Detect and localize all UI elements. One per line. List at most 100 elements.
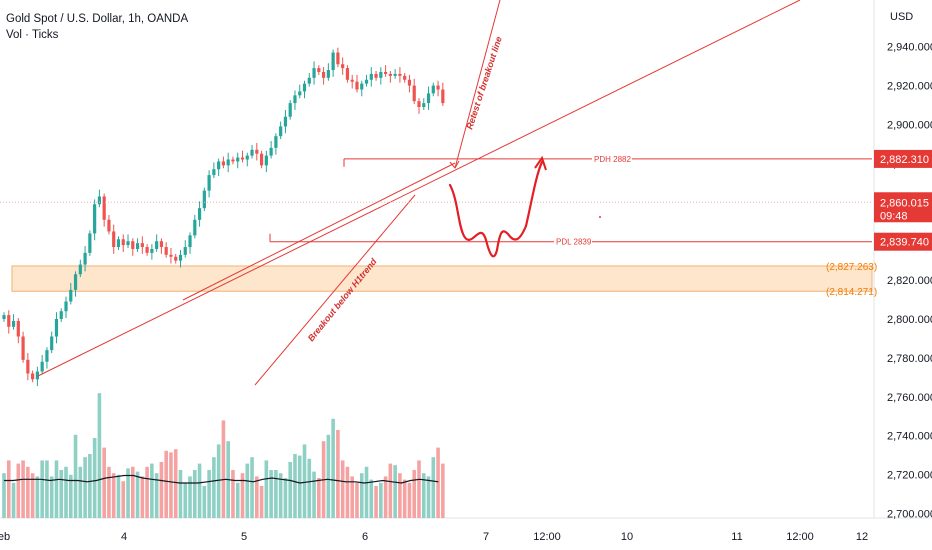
volume-bar <box>369 479 374 518</box>
volume-bar <box>412 470 417 518</box>
candle-body <box>178 254 183 261</box>
volume-bar <box>183 482 188 518</box>
candle-body <box>269 147 273 156</box>
volume-bar <box>436 447 440 518</box>
volume-bar <box>212 457 216 518</box>
volume-bar <box>150 463 154 518</box>
candle-body <box>379 71 383 78</box>
volume-bar <box>207 470 211 518</box>
candle-body <box>116 239 121 248</box>
volume-bar <box>326 434 331 518</box>
candle-body <box>69 289 73 302</box>
projected-path <box>448 160 544 258</box>
candle-body <box>240 157 245 160</box>
volume-bar <box>59 470 64 518</box>
candle-body <box>35 371 39 380</box>
candle-body <box>93 204 97 234</box>
volume-bar <box>73 434 78 518</box>
dot-marker <box>599 216 601 218</box>
candle-body <box>150 248 154 253</box>
volume-bar <box>2 473 6 518</box>
countdown-text: 09:48 <box>880 210 908 222</box>
level-label-bg <box>592 153 632 164</box>
x-tick-label: eb <box>0 531 10 543</box>
volume-bar <box>259 486 264 518</box>
volume-bar <box>307 458 312 518</box>
retest-annotation: Retest of breakout line <box>464 35 503 130</box>
volume-bar <box>97 393 102 518</box>
candle-body <box>312 68 316 78</box>
candle-body <box>188 235 192 248</box>
candle-body <box>59 311 63 319</box>
volume-bar <box>197 463 202 518</box>
candle-body <box>112 231 116 248</box>
volume-bar <box>126 468 130 518</box>
candle-body <box>326 70 330 78</box>
volume-bar <box>235 482 240 518</box>
volume-bar <box>107 466 111 518</box>
level-label: PDL 2839 <box>556 238 592 247</box>
candle-body <box>236 157 240 162</box>
candle-body <box>174 256 178 261</box>
candle-body <box>341 64 345 69</box>
uptrend-line <box>37 0 801 377</box>
volume-bar <box>364 466 369 518</box>
candle-body <box>207 175 211 191</box>
level-label: PDH 2882 <box>594 155 631 164</box>
candle-body <box>245 155 249 160</box>
volume-bar <box>359 473 364 518</box>
volume-bar <box>274 470 278 518</box>
candle-body <box>274 136 278 148</box>
volume-bar <box>111 473 116 518</box>
candle-body <box>88 233 92 253</box>
volume-bar <box>78 466 83 518</box>
volume-bar <box>317 478 321 518</box>
y-tick-label: 2,780.000 <box>887 353 932 365</box>
candle-body <box>164 247 168 255</box>
candle-body <box>78 264 82 275</box>
volume-bar <box>383 476 388 518</box>
volume-bar <box>6 460 11 518</box>
volume-bar <box>135 471 140 518</box>
candlesticks <box>2 47 445 387</box>
x-tick-label: 5 <box>241 531 247 543</box>
volume-bar <box>169 452 173 518</box>
candle-body <box>131 241 135 249</box>
candle-body <box>40 361 44 372</box>
volume-bar <box>350 476 355 518</box>
zone-top-label: (2,827.263) <box>826 262 877 273</box>
price-axis[interactable]: 2,940.0002,920.0002,900.0002,880.0002,86… <box>874 42 932 521</box>
candle-body <box>407 79 412 86</box>
candle-body <box>97 196 101 205</box>
candle-body <box>412 85 416 102</box>
volume-bar <box>173 449 178 518</box>
candle-body <box>155 241 159 249</box>
volume-bar <box>116 474 121 518</box>
candle-body <box>293 95 297 104</box>
volume-bar <box>21 460 25 518</box>
symbol-title[interactable]: Gold Spot / U.S. Dollar, 1h, OANDA <box>6 13 189 25</box>
volume-bar <box>278 473 283 518</box>
x-tick-label: 10 <box>621 531 633 543</box>
candle-body <box>283 116 288 127</box>
volume-bar <box>345 466 350 518</box>
candle-body <box>331 52 335 71</box>
candle-body <box>7 315 11 327</box>
currency-label[interactable]: USD <box>890 11 914 23</box>
candle-body <box>350 79 354 82</box>
chart-legend: Gold Spot / U.S. Dollar, 1h, OANDA Vol ·… <box>6 11 188 43</box>
volume-bar <box>45 460 49 518</box>
price-tag-text: 2,839.740 <box>880 237 929 249</box>
candle-body <box>169 254 173 257</box>
candle-body <box>364 79 369 84</box>
volume-bar <box>11 482 16 518</box>
volume-bars <box>2 393 445 518</box>
time-axis[interactable]: eb 4 5 6 7 12:00 10 11 12:00 12 <box>0 531 868 543</box>
volume-bar <box>283 478 288 518</box>
volume-indicator-label[interactable]: Vol · Ticks <box>6 29 59 41</box>
chart-grid <box>0 0 932 519</box>
x-tick-label: 12 <box>856 531 868 543</box>
candle-body <box>202 190 206 209</box>
